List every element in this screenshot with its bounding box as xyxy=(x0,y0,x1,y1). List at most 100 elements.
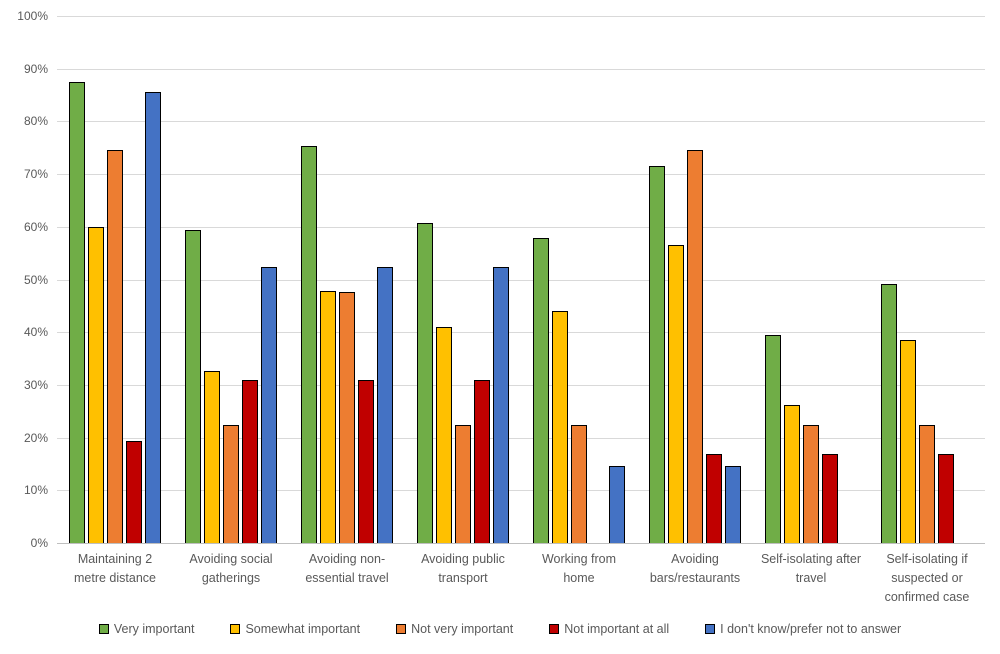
x-axis-category-label: Working from home xyxy=(517,550,641,588)
bar-series4-cat4 xyxy=(474,379,491,543)
y-axis-tick-label: 100% xyxy=(17,9,48,23)
y-axis-tick-label: 40% xyxy=(23,325,48,340)
bar-series4-cat8 xyxy=(938,453,955,543)
bar-series2-cat1 xyxy=(87,226,104,543)
category-label-line: travel xyxy=(795,571,827,585)
y-axis-tick-label: 80% xyxy=(23,114,48,129)
category-label-line: bars/restaurants xyxy=(649,571,741,585)
y-axis-tick-label: 30% xyxy=(23,377,48,392)
category-label-line: Maintaining 2 xyxy=(77,552,153,566)
category-label-line: Self-isolating after xyxy=(760,552,862,566)
y-axis-tick-label: 50% xyxy=(23,272,48,287)
legend: Very important Somewhat important Not very… xyxy=(0,622,1000,636)
gridline xyxy=(57,490,985,492)
gridline xyxy=(57,332,985,334)
gridline xyxy=(57,121,985,123)
category-label-line: Working from xyxy=(541,552,617,566)
gridline xyxy=(57,68,985,70)
category-label-line: gatherings xyxy=(201,571,261,585)
category-label-line: suspected or xyxy=(891,571,963,585)
legend-label: Not very important xyxy=(411,622,514,636)
category-label-line: confirmed case xyxy=(884,590,970,604)
legend-swatch-icon xyxy=(98,624,109,634)
bar-series5-cat2 xyxy=(261,267,278,543)
y-axis-tick-label: 90% xyxy=(23,61,48,76)
y-axis-tick-label: 20% xyxy=(23,430,48,445)
category-label-line: metre distance xyxy=(74,571,156,585)
bar-series2-cat3 xyxy=(319,291,336,543)
legend-label: Very important xyxy=(113,622,195,636)
bar-series3-cat6 xyxy=(687,149,703,543)
bar-series1-cat8 xyxy=(880,284,897,543)
bar-series1-cat4 xyxy=(416,223,433,543)
bar-series1-cat2 xyxy=(184,229,201,543)
bar-series2-cat6 xyxy=(667,245,684,543)
bar-series3-cat1 xyxy=(107,149,123,543)
bar-series3-cat3 xyxy=(339,291,355,543)
y-axis-tick-label: 60% xyxy=(23,219,48,234)
x-axis-category-label: Self-isolating after travel xyxy=(749,550,873,588)
gridline xyxy=(57,437,985,439)
category-label-line: Self-isolating if xyxy=(886,552,968,566)
gridline xyxy=(57,384,985,386)
gridline xyxy=(57,174,985,176)
legend-item: Somewhat important xyxy=(230,622,360,636)
bar-series3-cat8 xyxy=(919,425,935,543)
bar-series5-cat5 xyxy=(609,465,626,543)
bar-series1-cat5 xyxy=(532,237,549,543)
x-axis-category-label: Avoiding bars/restaurants xyxy=(633,550,757,588)
y-axis-tick-label: 70% xyxy=(23,167,48,182)
bar-series1-cat1 xyxy=(68,82,85,543)
gridline xyxy=(57,226,985,228)
bar-series4-cat2 xyxy=(242,379,259,543)
gridline xyxy=(57,279,985,281)
category-label-line: Avoiding public xyxy=(421,552,505,566)
category-label-line: essential travel xyxy=(305,571,389,585)
bar-series5-cat4 xyxy=(493,267,510,543)
category-label-line: transport xyxy=(438,571,488,585)
legend-label: Not important at all xyxy=(564,622,670,636)
y-axis-tick-label: 10% xyxy=(23,483,48,498)
bar-series1-cat3 xyxy=(300,146,317,543)
x-axis-category-label: Self-isolating if suspected or confirmed c… xyxy=(865,550,989,607)
x-axis-category-label: Avoiding social gatherings xyxy=(169,550,293,588)
x-axis-category-label: Avoiding non-essential travel xyxy=(285,550,409,588)
legend-item: Not important at all xyxy=(549,622,669,636)
bar-series3-cat5 xyxy=(571,425,587,543)
bar-series5-cat1 xyxy=(145,92,162,543)
legend-label: Somewhat important xyxy=(245,622,361,636)
bar-series4-cat3 xyxy=(358,379,375,543)
category-label-line: Avoiding social xyxy=(189,552,273,566)
category-label-line: Avoiding xyxy=(671,552,719,566)
bar-series3-cat2 xyxy=(223,425,239,543)
legend-swatch-icon xyxy=(549,624,560,634)
x-axis-category-label: Avoiding public transport xyxy=(401,550,525,588)
legend-swatch-icon xyxy=(230,624,241,634)
gridline xyxy=(57,16,985,17)
bar-series3-cat7 xyxy=(803,425,819,543)
legend-label: I don't know/prefer not to answer xyxy=(720,622,902,636)
legend-swatch-icon xyxy=(396,624,407,634)
legend-item: Not very important xyxy=(396,622,513,636)
bar-series1-cat7 xyxy=(764,334,781,543)
bar-series2-cat7 xyxy=(783,405,800,543)
bar-series4-cat7 xyxy=(822,453,839,543)
bar-series5-cat6 xyxy=(725,465,742,543)
bar-series2-cat4 xyxy=(435,326,452,543)
category-label-line: home xyxy=(563,571,595,585)
category-label-line: Avoiding non- xyxy=(308,552,386,566)
legend-item: I don't know/prefer not to answer xyxy=(705,622,901,636)
bar-series1-cat6 xyxy=(648,166,665,543)
bar-series4-cat1 xyxy=(126,441,143,543)
y-axis-tick-label: 0% xyxy=(30,536,48,550)
legend-item: Very important xyxy=(98,622,195,636)
x-axis-category-label: Maintaining 2 metre distance xyxy=(53,550,177,588)
bar-series5-cat3 xyxy=(377,267,394,543)
bar-series2-cat5 xyxy=(551,311,568,543)
bar-series3-cat4 xyxy=(455,425,471,543)
bar-series2-cat8 xyxy=(899,339,916,543)
legend-swatch-icon xyxy=(705,624,716,634)
x-axis-line xyxy=(57,543,985,544)
bar-series4-cat6 xyxy=(706,453,723,543)
